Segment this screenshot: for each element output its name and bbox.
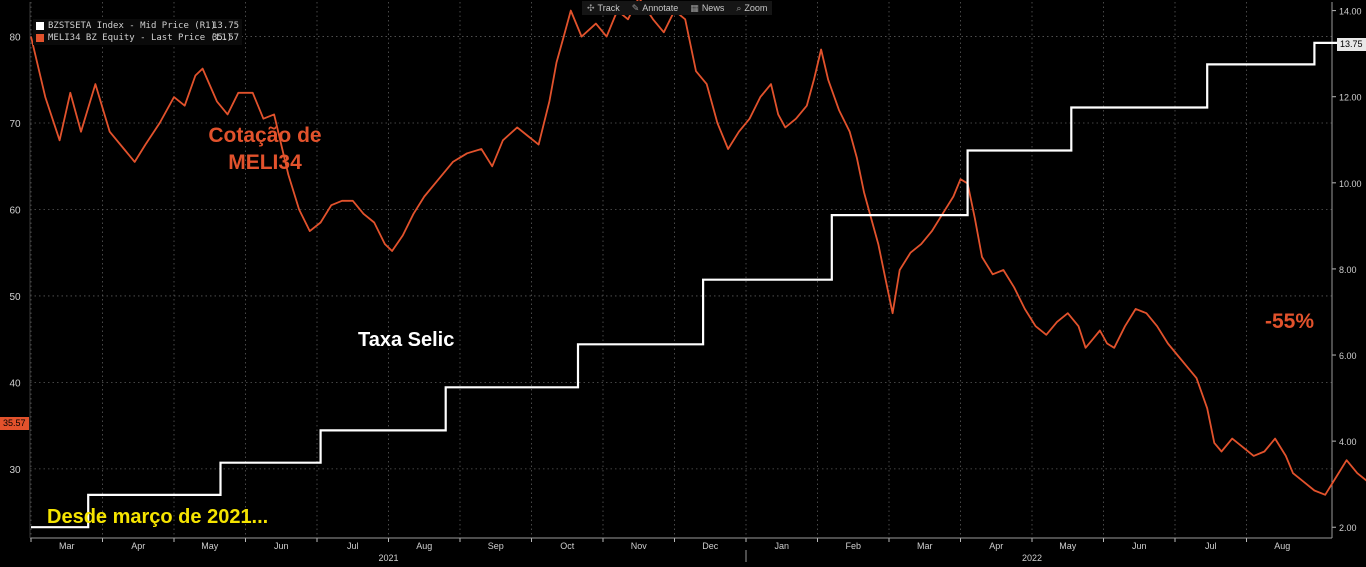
- last-price-badge-right: 13.75: [1337, 38, 1366, 51]
- x-month-label: Jan: [774, 541, 789, 551]
- news-button[interactable]: ▦ News: [685, 1, 729, 15]
- x-month-label: Sep: [488, 541, 504, 551]
- x-month-label: Oct: [560, 541, 575, 551]
- last-price-badge-left: 35.57: [0, 417, 29, 430]
- y-right-tick-label: 10.00: [1339, 179, 1362, 189]
- legend-swatch-meli: [36, 34, 44, 42]
- x-month-label: Mar: [917, 541, 933, 551]
- x-year-label: 2022: [1022, 553, 1042, 563]
- y-right-tick-label: 12.00: [1339, 93, 1362, 103]
- x-month-label: Nov: [631, 541, 648, 551]
- zoom-icon: ⌕: [736, 2, 742, 13]
- y-left-tick-label: 80: [9, 33, 21, 44]
- x-month-label: Feb: [845, 541, 861, 551]
- y-left-tick-label: 60: [9, 205, 21, 216]
- news-icon: ▦: [690, 2, 699, 13]
- annotation-cotacao-line2: MELI34: [228, 151, 302, 174]
- x-month-label: Aug: [416, 541, 432, 551]
- x-month-label: May: [1059, 541, 1077, 551]
- x-month-label: Dec: [702, 541, 719, 551]
- pencil-icon: ✎: [631, 2, 640, 13]
- y-left-tick-label: 40: [9, 378, 21, 389]
- legend-value-meli: 35.57: [212, 33, 240, 43]
- x-month-label: Jul: [347, 541, 359, 551]
- y-right-tick-label: 8.00: [1339, 265, 1357, 275]
- y-right-tick-label: 2.00: [1339, 523, 1357, 533]
- annotation-desde-marco: Desde março de 2021...: [47, 506, 269, 528]
- x-month-label: Apr: [131, 541, 145, 551]
- news-label: News: [701, 3, 725, 13]
- annotation-drop-percent: -55%: [1265, 310, 1315, 333]
- y-right-tick-label: 4.00: [1339, 437, 1357, 447]
- selic-rate-step-line: [31, 41, 1366, 529]
- x-month-label: Jun: [1132, 541, 1147, 551]
- legend-swatch-selic: [36, 22, 44, 30]
- x-month-label: Mar: [59, 541, 75, 551]
- track-button[interactable]: ✣ Track: [582, 1, 625, 15]
- zoom-button[interactable]: ⌕ Zoom: [731, 1, 772, 15]
- annotation-cotacao: Cotação de MELI34: [185, 122, 345, 176]
- x-month-label: Apr: [989, 541, 1003, 551]
- x-year-label: 2021: [378, 553, 398, 563]
- crosshair-icon: ✣: [587, 2, 595, 13]
- chart-toolbar: ✣ Track ✎ Annotate ▦ News ⌕ Zoom: [582, 1, 773, 15]
- x-month-label: May: [201, 541, 219, 551]
- x-month-label: Aug: [1274, 541, 1290, 551]
- x-month-label: Jun: [274, 541, 289, 551]
- annotation-taxa-selic: Taxa Selic: [358, 329, 455, 351]
- meli34-price-line: [30, 0, 1366, 496]
- chart-legend: BZSTSETA Index - Mid Price (R1) 13.75 ME…: [33, 19, 243, 45]
- legend-value-selic: 13.75: [212, 21, 240, 31]
- y-right-tick-label: 14.00: [1339, 7, 1362, 17]
- annotate-label: Annotate: [642, 3, 679, 13]
- annotate-button[interactable]: ✎ Annotate: [627, 1, 684, 15]
- axes: 30 40 50 60 70 80 2.00 4.00 6.00 8.00 10.00 12.00 14…: [9, 2, 1362, 563]
- legend-item-selic[interactable]: BZSTSETA Index - Mid Price (R1) 13.75: [36, 20, 239, 32]
- annotation-cotacao-line1: Cotação de: [208, 124, 322, 147]
- track-label: Track: [597, 3, 620, 13]
- y-left-tick-label: 70: [9, 119, 21, 130]
- legend-item-meli[interactable]: MELI34 BZ Equity - Last Price (L1) 35.57: [36, 32, 239, 44]
- legend-name-selic: BZSTSETA Index - Mid Price (R1): [48, 21, 216, 31]
- series-layer: [30, 0, 1366, 529]
- legend-name-meli: MELI34 BZ Equity - Last Price (L1): [48, 33, 233, 43]
- y-right-tick-label: 6.00: [1339, 351, 1357, 361]
- zoom-label: Zoom: [744, 3, 768, 13]
- y-left-tick-label: 50: [9, 292, 21, 303]
- grid: [30, 2, 1332, 538]
- x-month-label: Jul: [1205, 541, 1217, 551]
- y-left-tick-label: 30: [9, 465, 21, 476]
